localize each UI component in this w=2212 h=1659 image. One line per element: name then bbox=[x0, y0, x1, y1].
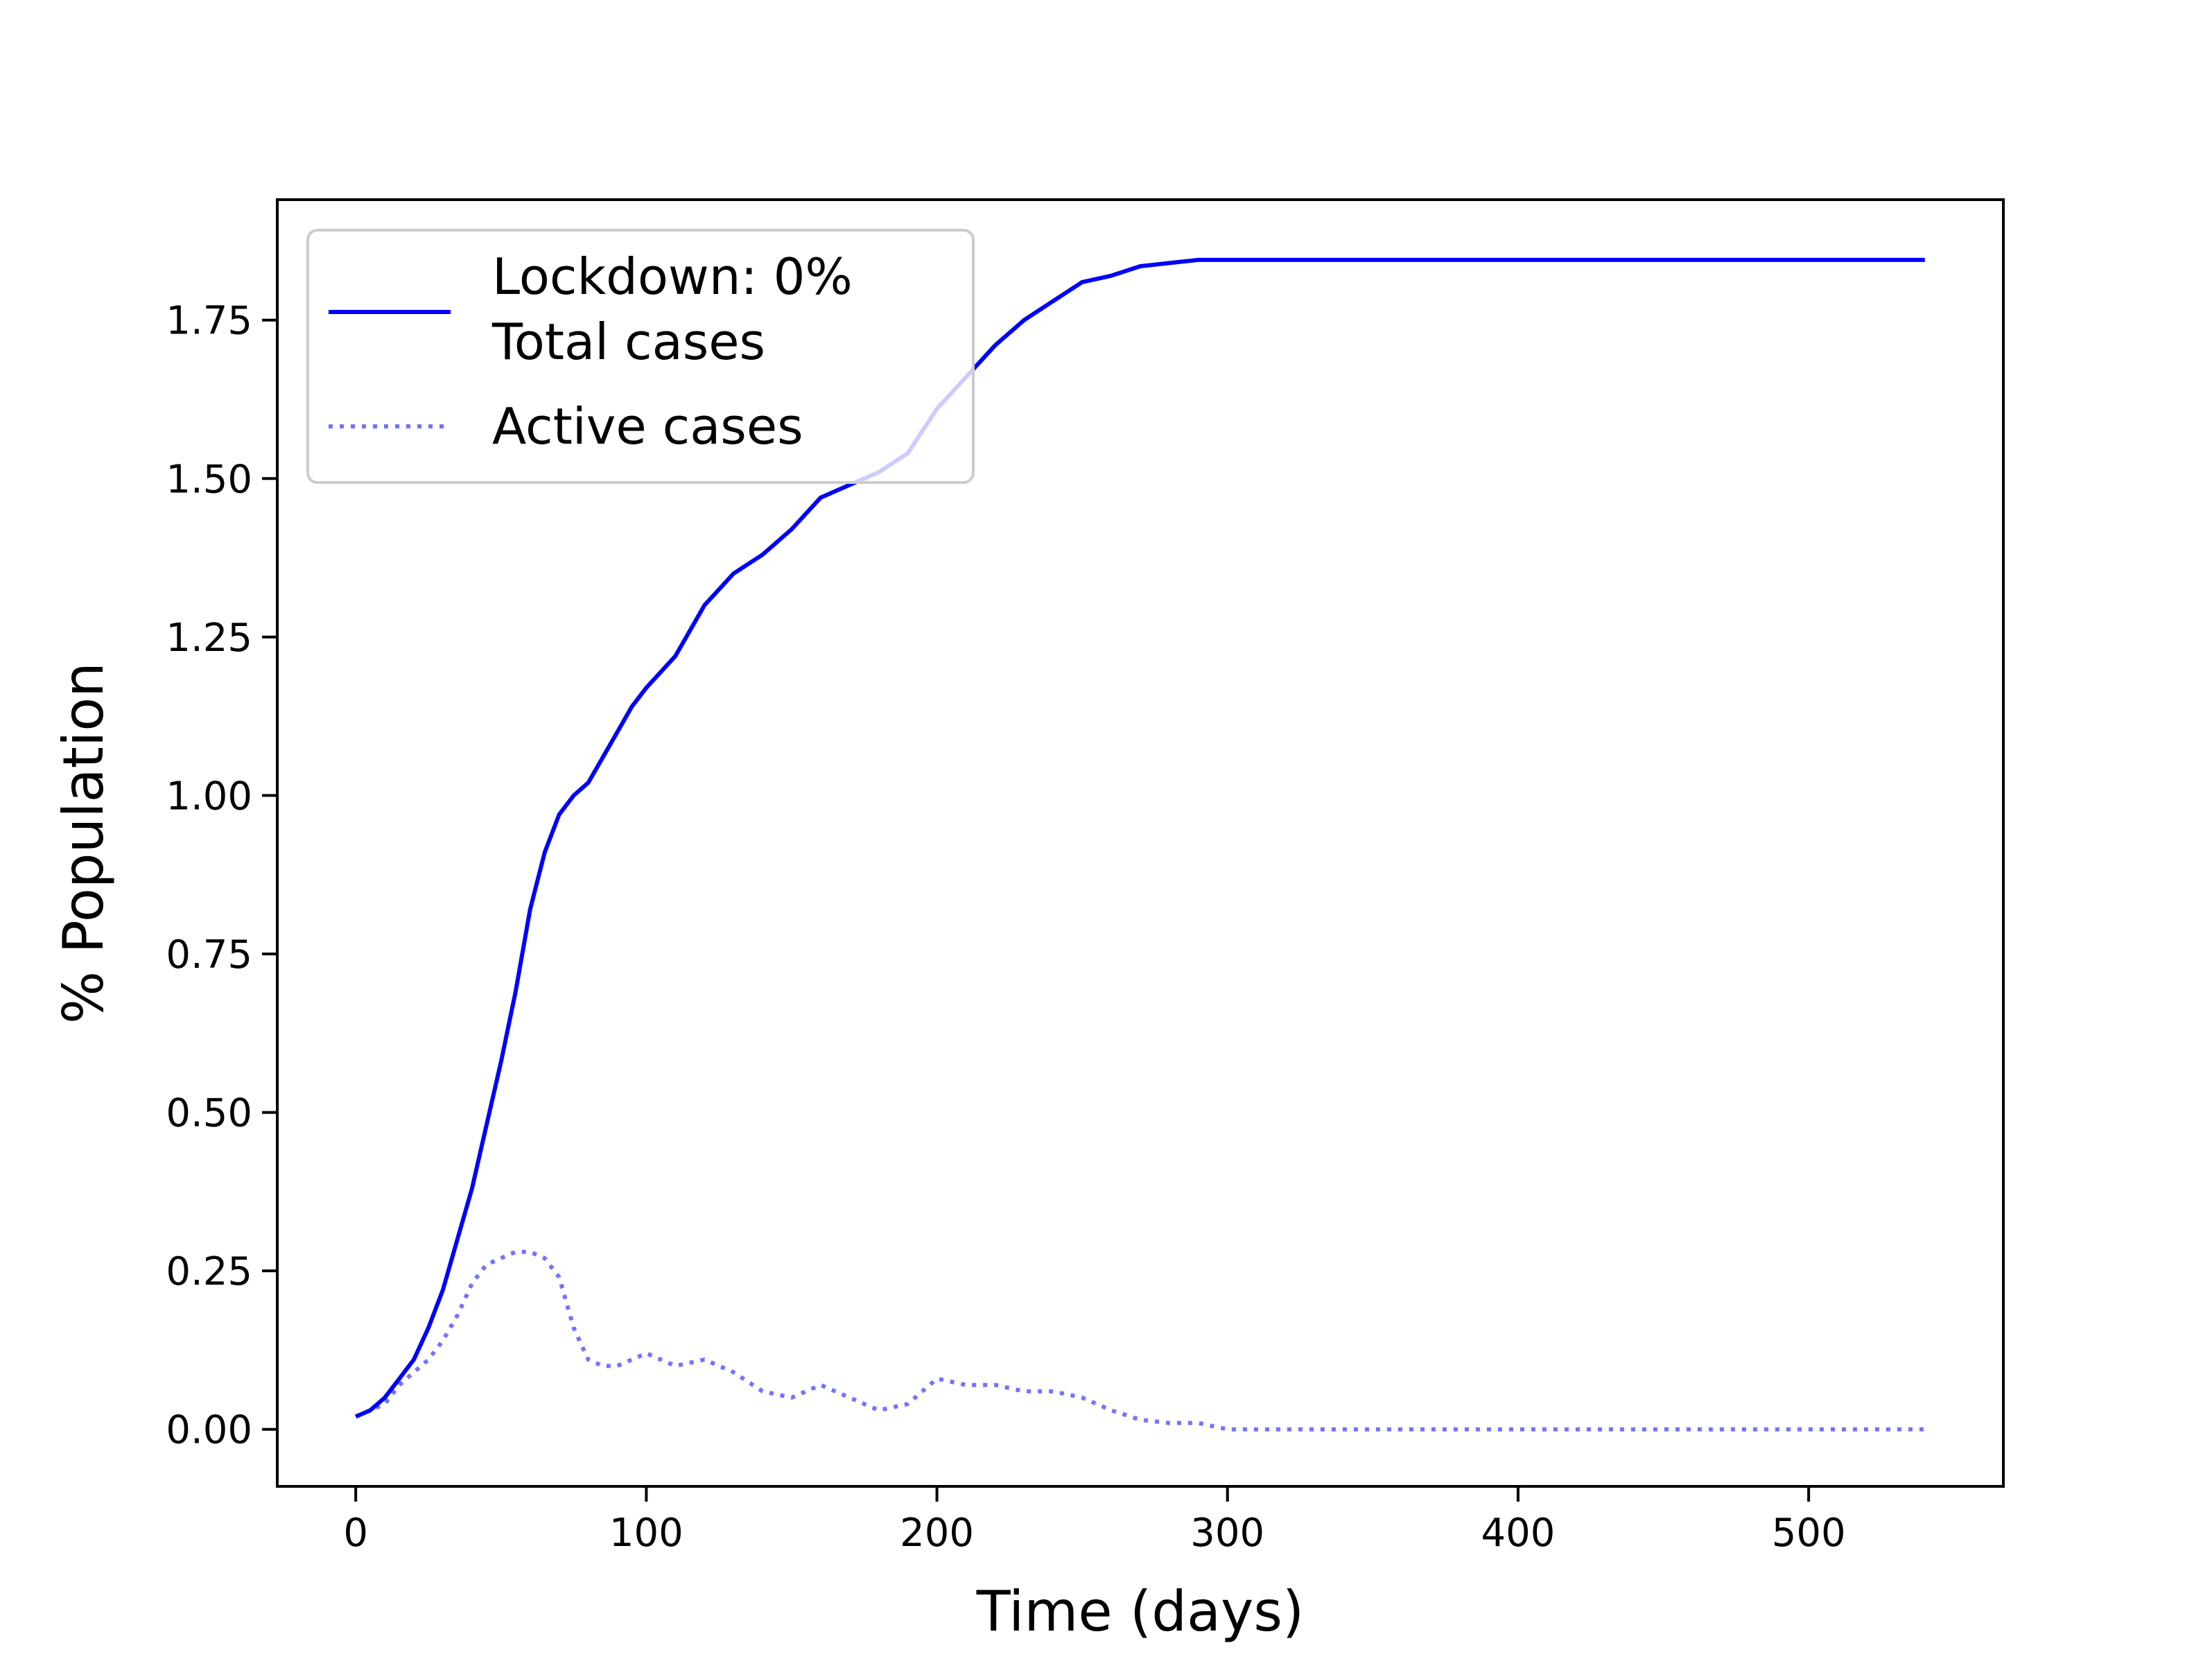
y-tick-label: 0.75 bbox=[166, 932, 252, 978]
y-tick-label: 1.75 bbox=[166, 299, 252, 344]
x-axis-label: Time (days) bbox=[976, 1579, 1304, 1644]
y-tick-label: 1.00 bbox=[166, 774, 252, 819]
y-tick-label: 0.25 bbox=[166, 1249, 252, 1294]
y-tick-label: 1.25 bbox=[166, 616, 252, 661]
x-tick-label: 500 bbox=[1772, 1511, 1846, 1556]
y-tick-label: 0.50 bbox=[166, 1091, 252, 1136]
legend-label-active: Active cases bbox=[492, 397, 803, 455]
legend-label-total-line1: Lockdown: 0% bbox=[492, 247, 853, 306]
series-line-total-cases bbox=[355, 257, 1925, 1419]
legend-box bbox=[306, 229, 975, 484]
x-axis-ticks: 0 100 200 300 400 500 bbox=[343, 1486, 1846, 1556]
legend-label-total-line2: Total cases bbox=[491, 313, 765, 371]
y-tick-label: 1.50 bbox=[166, 457, 252, 502]
plot-frame bbox=[276, 198, 2005, 1488]
y-tick-label: 0.00 bbox=[166, 1408, 252, 1453]
x-tick-label: 200 bbox=[900, 1511, 974, 1556]
x-tick-label: 0 bbox=[343, 1511, 368, 1556]
x-tick-label: 400 bbox=[1481, 1511, 1556, 1556]
x-tick-label: 300 bbox=[1190, 1511, 1264, 1556]
series-layer bbox=[355, 257, 1925, 1432]
x-tick-label: 100 bbox=[609, 1511, 683, 1556]
legend: Lockdown: 0% Total cases Active cases bbox=[306, 229, 975, 484]
y-axis-label: % Population bbox=[51, 662, 116, 1024]
y-axis-ticks: 0.00 0.25 0.50 0.75 1.00 1.25 1.50 1.75 bbox=[166, 299, 277, 1453]
